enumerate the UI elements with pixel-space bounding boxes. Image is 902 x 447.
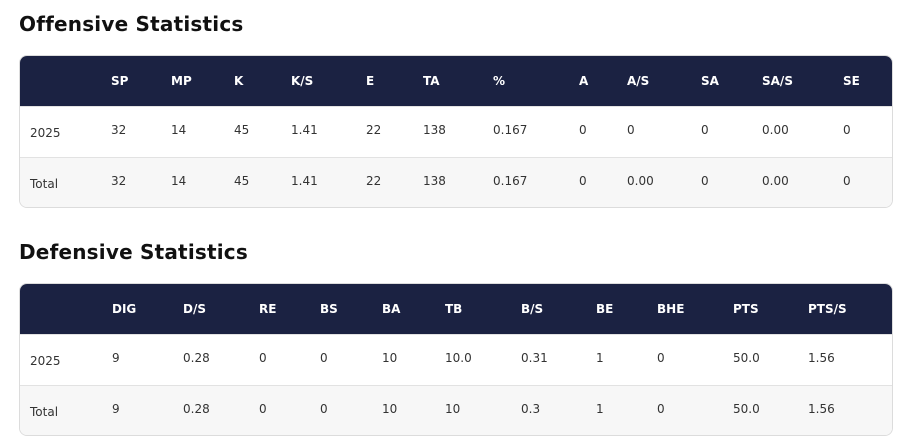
table-cell: 32	[111, 174, 127, 188]
row-label: Total	[30, 405, 59, 419]
table-cell: 1.56	[808, 351, 835, 365]
table-cell: 0.00	[762, 123, 789, 137]
table-cell: 0.28	[183, 351, 210, 365]
table-cell: 0	[627, 123, 635, 137]
table-cell: 1.41	[291, 123, 318, 137]
column-header: K	[234, 74, 244, 88]
column-header: TA	[423, 74, 440, 88]
table-cell: 0	[259, 351, 267, 365]
table-cell: 0	[701, 174, 709, 188]
column-header: SA	[701, 74, 719, 88]
table-header: SP MP K K/S E TA% A A/S SA SA/S SE	[20, 56, 892, 106]
table-cell: 9	[112, 402, 120, 416]
column-header: D/S	[183, 302, 206, 316]
column-header: SP	[111, 74, 129, 88]
table-row: Total 32 14 45 1.41 22 138 0.167 0 0.00 0 0.00 0	[20, 157, 892, 207]
table-cell: 0.167	[493, 123, 528, 137]
section-title: Offensive Statistics	[19, 12, 244, 36]
column-header: E	[366, 74, 375, 88]
stats-table: SP MP K K/S E TA% A A/S SA SA/S SE 2025 32 14 45 1.41 22…	[19, 55, 893, 208]
table-cell: 10.0	[445, 351, 472, 365]
column-header: MP	[171, 74, 192, 88]
row-label: 2025	[30, 354, 61, 368]
table-cell: 0.00	[762, 174, 789, 188]
column-header: BA	[382, 302, 401, 316]
table-cell: 0	[320, 402, 328, 416]
table-cell: 10	[382, 402, 398, 416]
table-cell: 10	[382, 351, 398, 365]
table-cell: 50.0	[733, 351, 760, 365]
section-title: Defensive Statistics	[19, 240, 248, 264]
table-cell: 10	[445, 402, 461, 416]
table-cell: 1	[596, 402, 604, 416]
column-header: BE	[596, 302, 614, 316]
column-header: A	[579, 74, 589, 88]
table-cell: 138	[423, 174, 446, 188]
column-header: DIG	[112, 302, 137, 316]
table-row: 2025 32 14 45 1.41 22 138 0.167 0 0 0 0.00 0	[20, 106, 892, 157]
table-cell: 0	[320, 351, 328, 365]
table-cell: 0	[843, 123, 851, 137]
table-cell: 0	[843, 174, 851, 188]
column-header: TB	[445, 302, 463, 316]
table-header: DIG D/S RE BS BA TB B/S BE BHE PTS PTS/S	[20, 284, 892, 334]
column-header: SE	[843, 74, 860, 88]
column-header: A/S	[627, 74, 650, 88]
table-cell: 1	[596, 351, 604, 365]
table-cell: 0.00	[627, 174, 654, 188]
column-header: %	[493, 74, 506, 88]
table-cell: 0	[657, 402, 665, 416]
table-cell: 1.56	[808, 402, 835, 416]
table-cell: 32	[111, 123, 127, 137]
column-header: PTS/S	[808, 302, 847, 316]
table-cell: 45	[234, 174, 250, 188]
table-cell: 45	[234, 123, 250, 137]
row-label: 2025	[30, 126, 61, 140]
table-cell: 9	[112, 351, 120, 365]
table-row: 2025 9 0.28 0 0 10 10.0 0.31 1 0 50.0 1.56	[20, 334, 892, 385]
column-header: SA/S	[762, 74, 793, 88]
table-cell: 138	[423, 123, 446, 137]
table-cell: 0	[657, 351, 665, 365]
column-header: RE	[259, 302, 277, 316]
column-header: BS	[320, 302, 338, 316]
table-cell: 22	[366, 123, 382, 137]
table-cell: 1.41	[291, 174, 318, 188]
table-cell: 22	[366, 174, 382, 188]
column-header: BHE	[657, 302, 685, 316]
stats-table: DIG D/S RE BS BA TB B/S BE BHE PTS PTS/S 2025 9 0.28 0…	[19, 283, 893, 436]
column-header: PTS	[733, 302, 759, 316]
table-cell: 0	[579, 123, 587, 137]
table-cell: 14	[171, 123, 187, 137]
column-header: K/S	[291, 74, 314, 88]
row-label: Total	[30, 177, 59, 191]
table-cell: 0.28	[183, 402, 210, 416]
table-row: Total 9 0.28 0 0 10 10 0.3 1 0 50.0 1.56	[20, 385, 892, 435]
table-cell: 14	[171, 174, 187, 188]
table-cell: 0	[259, 402, 267, 416]
table-cell: 0.3	[521, 402, 541, 416]
table-cell: 50.0	[733, 402, 760, 416]
table-cell: 0	[579, 174, 587, 188]
table-cell: 0	[701, 123, 709, 137]
table-cell: 0.167	[493, 174, 528, 188]
column-header: B/S	[521, 302, 544, 316]
table-cell: 0.31	[521, 351, 548, 365]
